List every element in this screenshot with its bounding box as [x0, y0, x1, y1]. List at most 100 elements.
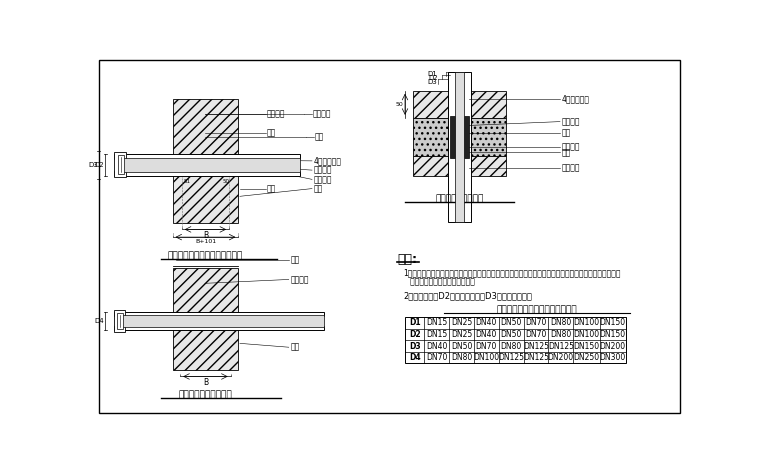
- Text: DN125: DN125: [498, 353, 524, 362]
- Bar: [171, 156, 240, 173]
- Text: DN80: DN80: [550, 330, 572, 339]
- Text: 4分套管留严: 4分套管留严: [314, 156, 341, 165]
- Text: DN40: DN40: [476, 330, 497, 339]
- Text: D1: D1: [409, 318, 420, 328]
- Bar: [114, 154, 300, 159]
- Text: B: B: [203, 378, 208, 387]
- Text: DN70: DN70: [525, 318, 546, 328]
- Text: DN25: DN25: [451, 330, 472, 339]
- Bar: [413, 118, 505, 156]
- Text: 楼板: 楼板: [562, 129, 571, 138]
- Text: 燃气管道: 燃气管道: [314, 175, 332, 184]
- Text: B: B: [203, 231, 208, 240]
- Bar: [405, 317, 626, 363]
- Text: 4米楼板留严: 4米楼板留严: [562, 94, 590, 103]
- Text: DN125: DN125: [523, 342, 549, 351]
- Bar: [114, 327, 324, 330]
- Text: DN80: DN80: [550, 318, 572, 328]
- Bar: [454, 72, 464, 222]
- Bar: [413, 156, 505, 176]
- Text: DN150: DN150: [600, 318, 625, 328]
- Text: 燃气管穿楼板的做法: 燃气管穿楼板的做法: [435, 195, 483, 204]
- Text: DN125: DN125: [548, 342, 574, 351]
- Bar: [173, 173, 239, 223]
- Text: 墙体: 墙体: [267, 184, 277, 193]
- Text: 2．管系重量时D2应按计算确定，D3应按相应钢搅。: 2．管系重量时D2应按计算确定，D3应按相应钢搅。: [404, 291, 532, 300]
- Bar: [122, 158, 300, 172]
- Text: DN50: DN50: [501, 330, 522, 339]
- Text: DN80: DN80: [451, 353, 472, 362]
- Text: D3: D3: [428, 79, 438, 85]
- Text: 燃气管穿隔断墙的做法: 燃气管穿隔断墙的做法: [179, 390, 233, 399]
- Text: DN100: DN100: [573, 318, 600, 328]
- Bar: [121, 315, 324, 327]
- Text: 套管: 套管: [267, 129, 277, 138]
- Text: 燃气管道: 燃气管道: [290, 316, 309, 326]
- Text: DN150: DN150: [573, 342, 600, 351]
- Text: DN50: DN50: [451, 342, 472, 351]
- Text: 燃气地下引入管穿基础墙的做法: 燃气地下引入管穿基础墙的做法: [168, 251, 243, 260]
- Text: 套管: 套管: [562, 148, 571, 157]
- Text: DN300: DN300: [600, 353, 625, 362]
- Text: DN100: DN100: [573, 330, 600, 339]
- Text: 水泥砂浆: 水泥砂浆: [267, 110, 286, 118]
- Text: DN40: DN40: [476, 318, 497, 328]
- Bar: [114, 310, 125, 332]
- Text: 水泥砂浆: 水泥砂浆: [562, 117, 580, 126]
- Text: D2: D2: [409, 330, 420, 339]
- Text: 套管: 套管: [315, 132, 324, 141]
- Text: DN150: DN150: [600, 330, 625, 339]
- Text: 1．本图若用于高层楼缝时，燃气管在穿基础墙处其上端与套管的间距以受到绝缘最大沉降分差，两侧保管: 1．本图若用于高层楼缝时，燃气管在穿基础墙处其上端与套管的间距以受到绝缘最大沉降…: [404, 268, 621, 277]
- Text: DN100: DN100: [473, 353, 499, 362]
- Text: B+101: B+101: [195, 239, 216, 244]
- Text: 水泥外皮: 水泥外皮: [290, 275, 309, 284]
- Text: 50: 50: [396, 102, 404, 107]
- Text: D3: D3: [88, 162, 98, 168]
- Text: DN200: DN200: [600, 342, 625, 351]
- Text: DN50: DN50: [501, 318, 522, 328]
- Text: DN200: DN200: [548, 353, 574, 362]
- Text: DN250: DN250: [573, 353, 600, 362]
- Text: 油麻层夹: 油麻层夹: [290, 314, 309, 322]
- Bar: [171, 314, 240, 328]
- Text: 墙体: 墙体: [290, 343, 299, 352]
- Text: 墙体: 墙体: [314, 184, 323, 193]
- Text: 油麻层夹: 油麻层夹: [562, 143, 580, 152]
- Text: DN25: DN25: [451, 318, 472, 328]
- Text: 说明:: 说明:: [397, 253, 417, 265]
- Text: D2: D2: [95, 162, 104, 168]
- Text: D2: D2: [428, 75, 438, 80]
- Text: 50: 50: [223, 179, 230, 184]
- Text: DN70: DN70: [426, 353, 448, 362]
- Bar: [118, 314, 123, 329]
- Text: 燃气管道: 燃气管道: [562, 163, 580, 172]
- Text: 油麻层夹: 油麻层夹: [314, 166, 332, 175]
- Text: DN125: DN125: [523, 353, 549, 362]
- Text: 油麻层夹: 油麻层夹: [267, 162, 286, 172]
- Text: 套管: 套管: [290, 256, 299, 265]
- Text: DN70: DN70: [525, 330, 546, 339]
- Text: 水泥砂浆: 水泥砂浆: [313, 110, 331, 118]
- Bar: [173, 328, 239, 370]
- Bar: [114, 153, 126, 177]
- Bar: [448, 72, 471, 222]
- Text: 一定间隙，并用沥青油麻堵严。: 一定间隙，并用沥青油麻堵严。: [404, 277, 475, 286]
- Text: 51: 51: [183, 179, 190, 184]
- Text: DN70: DN70: [476, 342, 497, 351]
- Text: D4: D4: [95, 318, 104, 324]
- Text: D1: D1: [428, 71, 438, 77]
- Bar: [114, 312, 324, 315]
- Text: DN40: DN40: [426, 342, 448, 351]
- Bar: [119, 155, 125, 174]
- Text: D3: D3: [409, 342, 420, 351]
- Bar: [413, 91, 505, 118]
- Text: 4分套管留严: 4分套管留严: [267, 154, 295, 162]
- Text: DN80: DN80: [501, 342, 522, 351]
- Text: D4: D4: [409, 353, 420, 362]
- Text: DN15: DN15: [426, 318, 448, 328]
- Bar: [450, 116, 469, 158]
- Text: 燃气管道: 燃气管道: [267, 164, 286, 173]
- Bar: [173, 268, 239, 314]
- Text: 室内燃气管套管规格（公称直径）: 室内燃气管套管规格（公称直径）: [496, 305, 577, 314]
- Text: DN15: DN15: [426, 330, 448, 339]
